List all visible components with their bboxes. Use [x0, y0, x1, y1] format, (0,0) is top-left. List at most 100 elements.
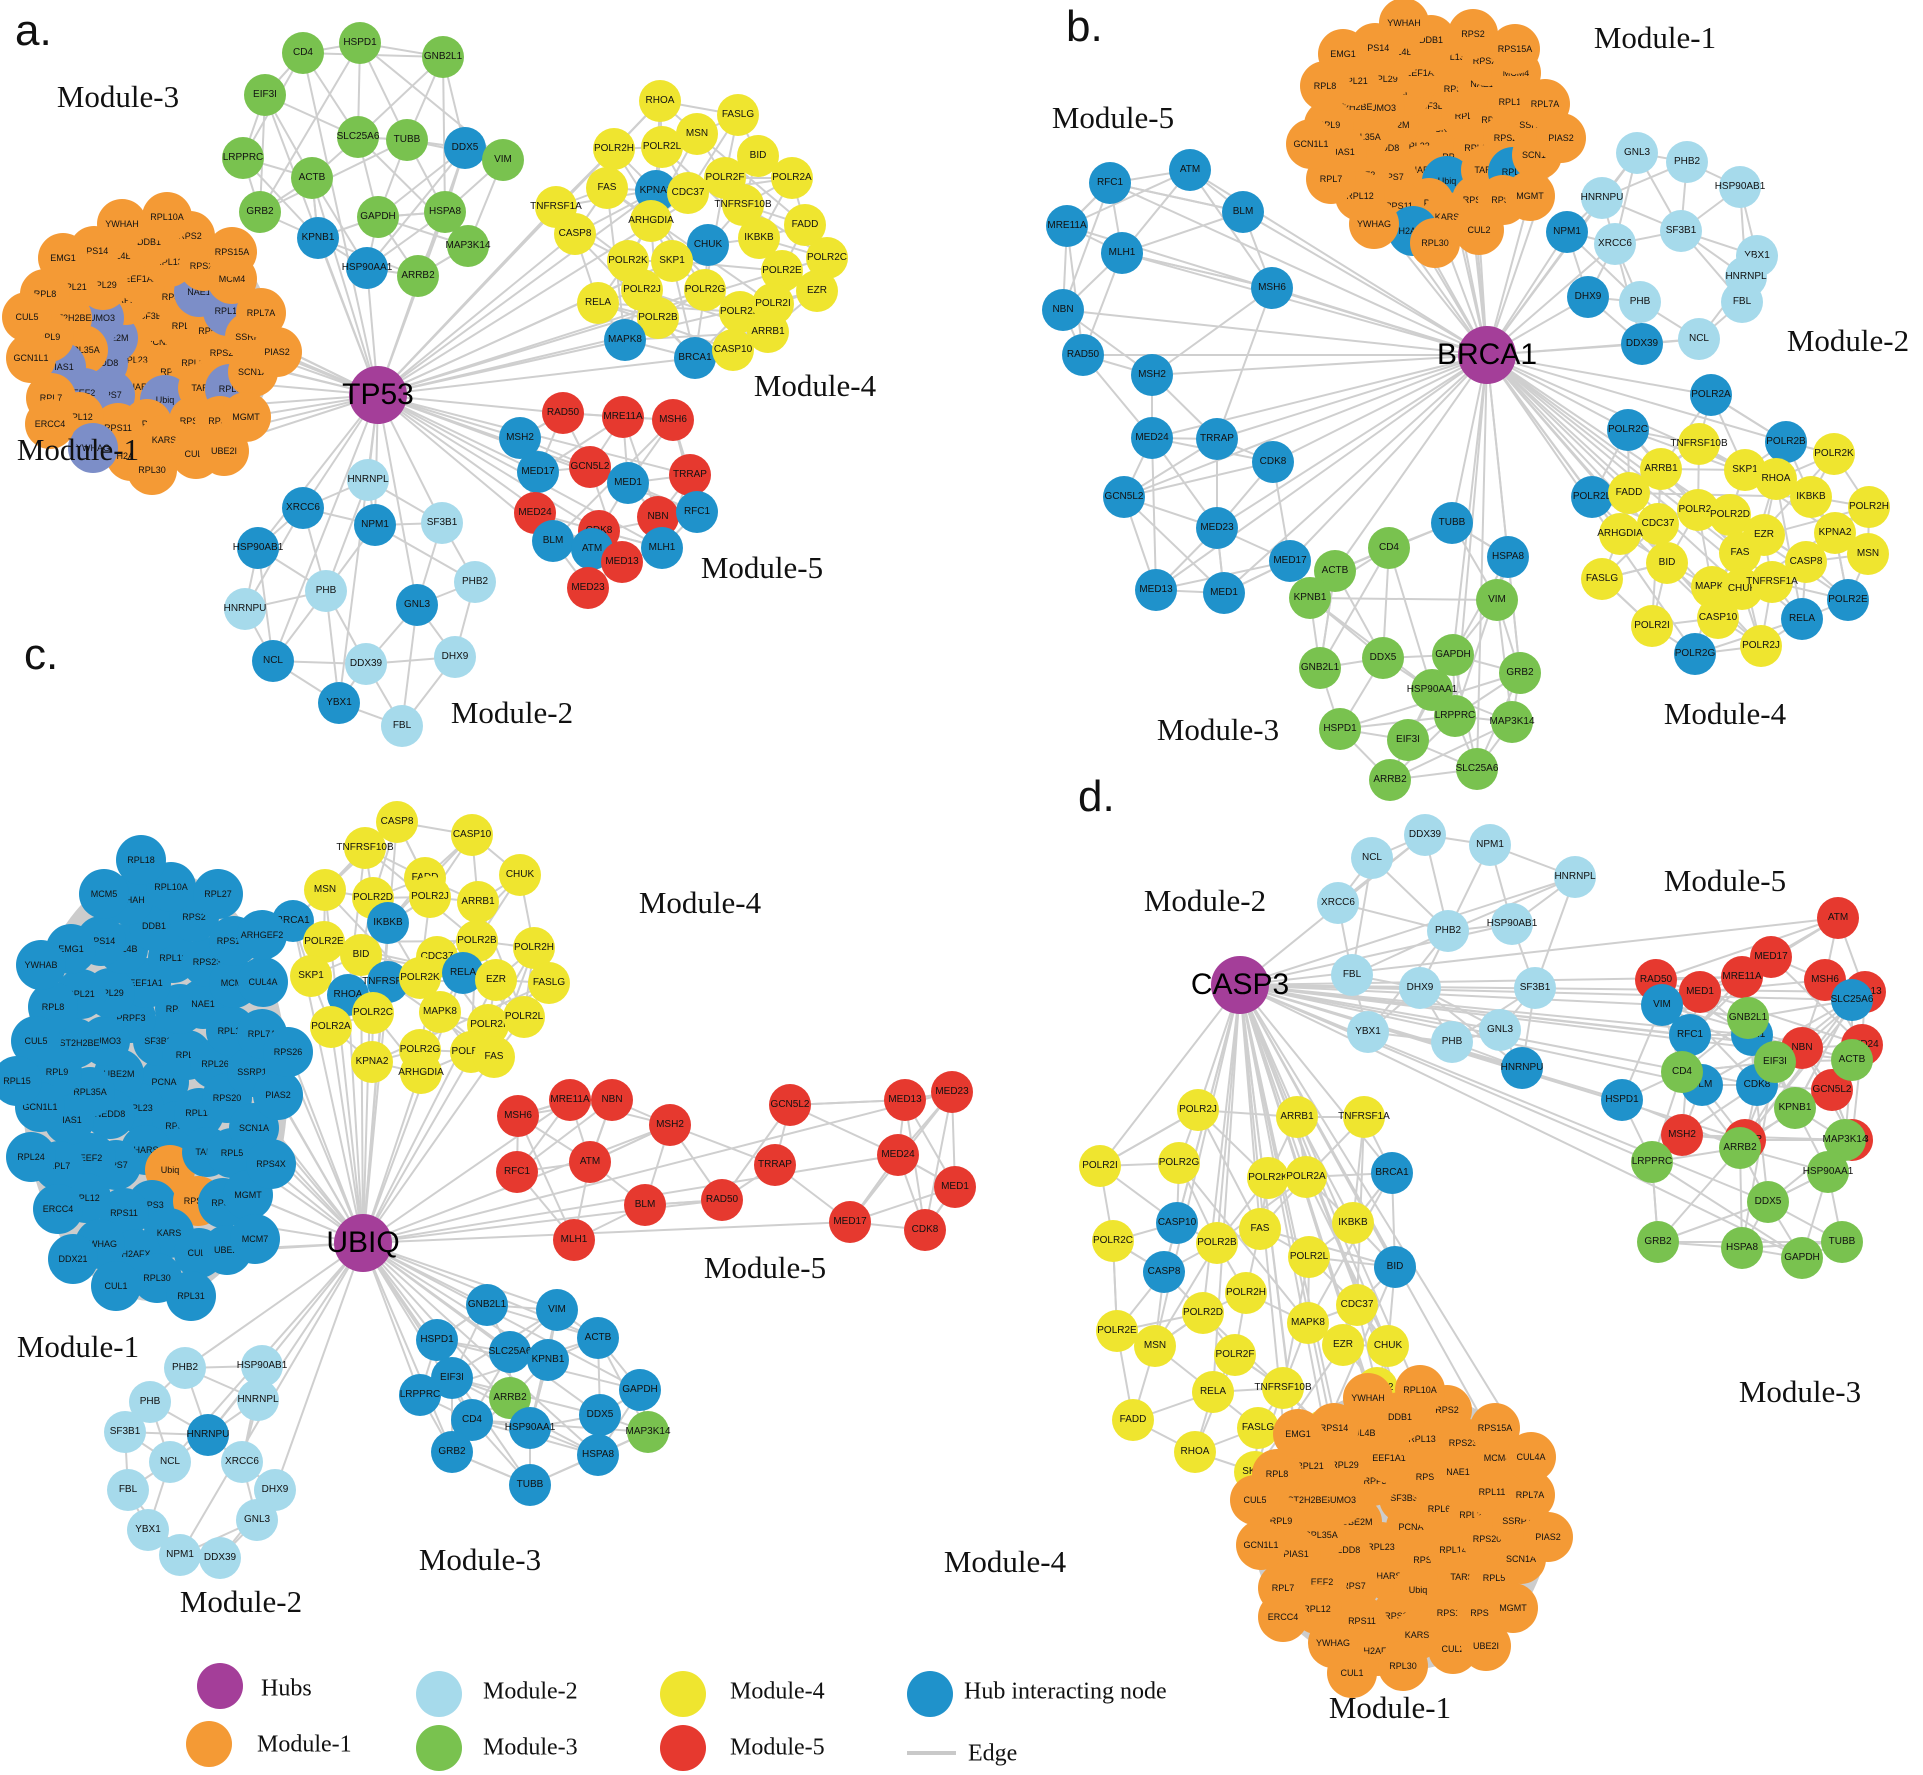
- node-eif3i[interactable]: EIF3I: [244, 74, 286, 116]
- node-tubb[interactable]: TUBB: [509, 1464, 551, 1506]
- node-pias2[interactable]: PIAS2: [253, 1070, 303, 1120]
- node-rfc1[interactable]: RFC1: [1089, 162, 1131, 204]
- node-dhx9[interactable]: DHX9: [1567, 276, 1609, 318]
- node-polr2l[interactable]: POLR2L: [503, 996, 545, 1038]
- node-fbl[interactable]: FBL: [381, 705, 423, 747]
- node-blm[interactable]: BLM: [532, 520, 574, 562]
- node-hsp90aa1[interactable]: HSP90AA1: [342, 247, 392, 289]
- node-hspd1[interactable]: HSPD1: [339, 22, 381, 64]
- node-sf3b1[interactable]: SF3B1: [104, 1411, 146, 1453]
- node-rad50[interactable]: RAD50: [1062, 334, 1104, 376]
- node-ywhah[interactable]: YWHAH: [97, 199, 147, 249]
- node-hnrnpl[interactable]: HNRNPL: [347, 459, 389, 501]
- node-slc25a6[interactable]: SLC25A6: [489, 1331, 531, 1373]
- node-cul2[interactable]: CUL2: [1454, 205, 1504, 255]
- node-arhgdia[interactable]: ARHGDIA: [628, 200, 674, 242]
- node-atm[interactable]: ATM: [1817, 897, 1859, 939]
- node-polr2b[interactable]: POLR2B: [1196, 1222, 1238, 1264]
- node-polr2f[interactable]: POLR2F: [1214, 1334, 1256, 1376]
- node-ncl[interactable]: NCL: [149, 1441, 191, 1483]
- node-polr2h[interactable]: POLR2H: [593, 128, 635, 170]
- node-map3k14[interactable]: MAP3K14: [625, 1411, 671, 1453]
- node-msh6[interactable]: MSH6: [1251, 267, 1293, 309]
- node-ddx39[interactable]: DDX39: [199, 1537, 241, 1579]
- node-msn[interactable]: MSN: [304, 869, 346, 911]
- node-vim[interactable]: VIM: [482, 139, 524, 181]
- node-med24[interactable]: MED24: [877, 1134, 919, 1176]
- node-gapdh[interactable]: GAPDH: [1781, 1237, 1823, 1279]
- node-slc25a6[interactable]: SLC25A6: [1456, 748, 1498, 790]
- node-fas[interactable]: FAS: [1239, 1208, 1281, 1250]
- node-polr2j[interactable]: POLR2J: [1177, 1089, 1219, 1131]
- node-rps4x[interactable]: RPS4X: [246, 1139, 296, 1189]
- node-hspd1[interactable]: HSPD1: [1601, 1079, 1643, 1121]
- node-hnrnpu[interactable]: HNRNPU: [224, 588, 266, 630]
- node-msh2[interactable]: MSH2: [1131, 354, 1173, 396]
- node-rpl10a[interactable]: RPL10A: [1395, 1365, 1445, 1415]
- node-npm1[interactable]: NPM1: [1546, 211, 1588, 253]
- node-cd4[interactable]: CD4: [282, 32, 324, 74]
- node-ywhah[interactable]: YWHAH: [1379, 0, 1429, 48]
- node-rps26[interactable]: RPS26: [263, 1027, 313, 1077]
- node-ikbkb[interactable]: IKBKB: [1332, 1202, 1374, 1244]
- node-blm[interactable]: BLM: [624, 1184, 666, 1226]
- node-hnrnpl[interactable]: HNRNPL: [237, 1379, 279, 1421]
- node-arrb1[interactable]: ARRB1: [1276, 1096, 1318, 1138]
- node-arhgdia[interactable]: ARHGDIA: [398, 1052, 444, 1094]
- node-mapk8[interactable]: MAPK8: [604, 319, 646, 361]
- node-casp10[interactable]: CASP10: [1697, 597, 1739, 639]
- node-mre11a[interactable]: MRE11A: [1046, 205, 1088, 247]
- node-emg1[interactable]: EMG1: [1318, 29, 1368, 79]
- node-fbl[interactable]: FBL: [107, 1469, 149, 1511]
- node-rfc1[interactable]: RFC1: [496, 1151, 538, 1193]
- node-polr2a[interactable]: POLR2A: [1690, 374, 1732, 416]
- node-ddx5[interactable]: DDX5: [444, 127, 486, 169]
- hub-node-ubiq[interactable]: UBIQ: [326, 1214, 400, 1272]
- node-sf3b1[interactable]: SF3B1: [421, 502, 463, 544]
- node-blm[interactable]: BLM: [1222, 191, 1264, 233]
- node-rela[interactable]: RELA: [1781, 598, 1823, 640]
- node-phb[interactable]: PHB: [305, 570, 347, 612]
- node-msn[interactable]: MSN: [1847, 533, 1889, 575]
- node-fas[interactable]: FAS: [473, 1036, 515, 1078]
- node-gcn1l1[interactable]: GCN1L1: [1236, 1520, 1286, 1570]
- node-gnl3[interactable]: GNL3: [236, 1499, 278, 1541]
- node-fadd[interactable]: FADD: [1608, 472, 1650, 514]
- node-rhoa[interactable]: RHOA: [1755, 458, 1797, 500]
- node-med23[interactable]: MED23: [567, 567, 609, 609]
- node-msh2[interactable]: MSH2: [649, 1104, 691, 1146]
- node-tnfrsf1a[interactable]: TNFRSF1A: [1338, 1096, 1390, 1138]
- node-med13[interactable]: MED13: [884, 1079, 926, 1121]
- node-gapdh[interactable]: GAPDH: [619, 1369, 661, 1411]
- node-cul4a[interactable]: CUL4A: [1506, 1432, 1556, 1482]
- node-trrap[interactable]: TRRAP: [1196, 418, 1238, 460]
- node-gcn5l2[interactable]: GCN5L2: [1103, 476, 1145, 518]
- node-polr2l[interactable]: POLR2L: [641, 126, 683, 168]
- node-atm[interactable]: ATM: [569, 1141, 611, 1183]
- node-fbl[interactable]: FBL: [1331, 954, 1373, 996]
- node-xrcc6[interactable]: XRCC6: [221, 1441, 263, 1483]
- node-casp8[interactable]: CASP8: [554, 213, 596, 255]
- node-nbn[interactable]: NBN: [1042, 289, 1084, 331]
- node-polr2l[interactable]: POLR2L: [1288, 1236, 1330, 1278]
- node-brca1[interactable]: BRCA1: [674, 337, 716, 379]
- node-casp8[interactable]: CASP8: [1785, 541, 1827, 583]
- node-skp1[interactable]: SKP1: [290, 955, 332, 997]
- node-cul1[interactable]: CUL1: [91, 1261, 141, 1311]
- node-hnrnpu[interactable]: HNRNPU: [187, 1414, 229, 1456]
- node-med24[interactable]: MED24: [1131, 417, 1173, 459]
- node-polr2j[interactable]: POLR2J: [409, 876, 451, 918]
- node-cdc37[interactable]: CDC37: [1637, 503, 1679, 545]
- node-dhx9[interactable]: DHX9: [434, 636, 476, 678]
- node-ywhab[interactable]: YWHAB: [16, 940, 66, 990]
- node-kpnb1[interactable]: KPNB1: [297, 217, 339, 259]
- node-hspd1[interactable]: HSPD1: [416, 1319, 458, 1361]
- node-mre11a[interactable]: MRE11A: [602, 396, 644, 438]
- node-polr2a[interactable]: POLR2A: [771, 157, 813, 199]
- node-rps15a[interactable]: RPS15A: [207, 227, 257, 277]
- node-polr2h[interactable]: POLR2H: [1225, 1272, 1267, 1314]
- node-trrap[interactable]: TRRAP: [669, 454, 711, 496]
- node-ezr[interactable]: EZR: [475, 959, 517, 1001]
- node-hnrnpu[interactable]: HNRNPU: [1581, 177, 1623, 219]
- node-cul4a[interactable]: CUL4A: [238, 957, 288, 1007]
